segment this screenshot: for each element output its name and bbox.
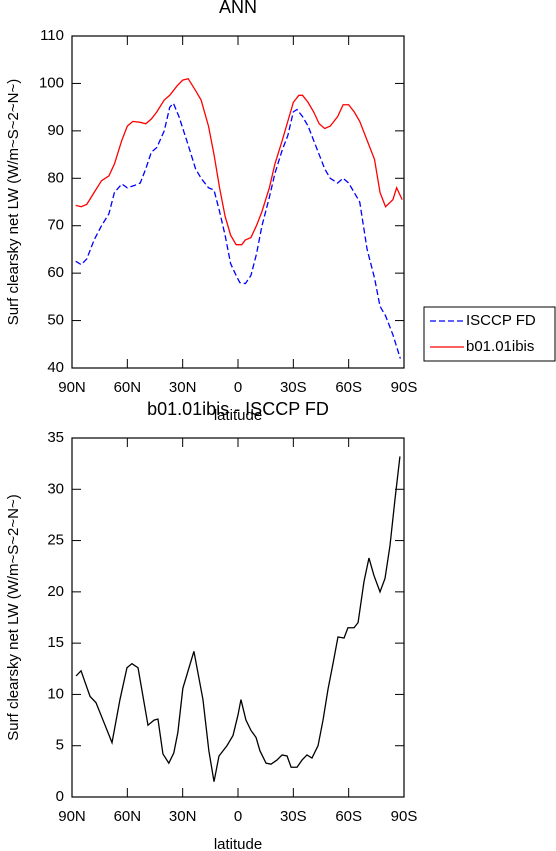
x-tick-label: 30S xyxy=(280,379,307,396)
y-axis-label: Surf clearsky net LW (W/m~S~2~N~) xyxy=(5,494,22,740)
y-tick-label: 25 xyxy=(47,532,64,549)
x-tick-label: 30S xyxy=(280,808,307,825)
y-tick-label: 20 xyxy=(47,583,64,600)
y-tick-label: 0 xyxy=(56,788,64,805)
legend-box xyxy=(423,306,556,362)
y-tick-label: 30 xyxy=(47,480,64,497)
x-tick-label: 60S xyxy=(335,379,362,396)
line xyxy=(75,456,401,782)
y-tick-label: 50 xyxy=(47,312,64,329)
x-tick-label: 30N xyxy=(169,808,197,825)
y-tick-label: 70 xyxy=(47,217,64,234)
x-tick-label: 0 xyxy=(234,379,242,396)
x-axis-label: latitude xyxy=(214,836,262,851)
y-tick-label: 35 xyxy=(47,429,64,446)
plot-frame xyxy=(71,437,405,798)
y-tick-label: 80 xyxy=(47,169,64,186)
plot-frame xyxy=(71,35,405,369)
y-tick-label: 15 xyxy=(47,634,64,651)
legend-label: ISCCP FD xyxy=(466,312,536,329)
y-tick-label: 90 xyxy=(47,122,64,139)
x-tick-label: 60N xyxy=(114,379,142,396)
y-tick-label: 40 xyxy=(47,359,64,376)
y-tick-label: 60 xyxy=(47,264,64,281)
y-tick-label: 110 xyxy=(40,27,64,44)
line xyxy=(75,77,403,246)
x-tick-label: 90S xyxy=(391,379,418,396)
chart-title: ANN xyxy=(219,0,257,17)
x-tick-label: 0 xyxy=(234,808,242,825)
legend-label: b01.01ibis xyxy=(466,338,534,355)
x-tick-label: 90N xyxy=(58,808,86,825)
x-tick-label: 60S xyxy=(335,808,362,825)
y-tick-label: 5 xyxy=(56,737,64,754)
y-axis-label: Surf clearsky net LW (W/m~S~2~N~) xyxy=(5,79,22,325)
x-tick-label: 60N xyxy=(114,808,142,825)
x-tick-label: 90S xyxy=(391,808,418,825)
x-axis-label: latitude xyxy=(214,407,262,424)
y-tick-label: 100 xyxy=(39,74,64,91)
y-tick-label: 10 xyxy=(47,685,64,702)
line xyxy=(75,102,401,359)
x-tick-label: 90N xyxy=(58,379,86,396)
x-tick-label: 30N xyxy=(169,379,197,396)
chart-title: b01.01ibis - ISCCP FD xyxy=(147,399,329,419)
